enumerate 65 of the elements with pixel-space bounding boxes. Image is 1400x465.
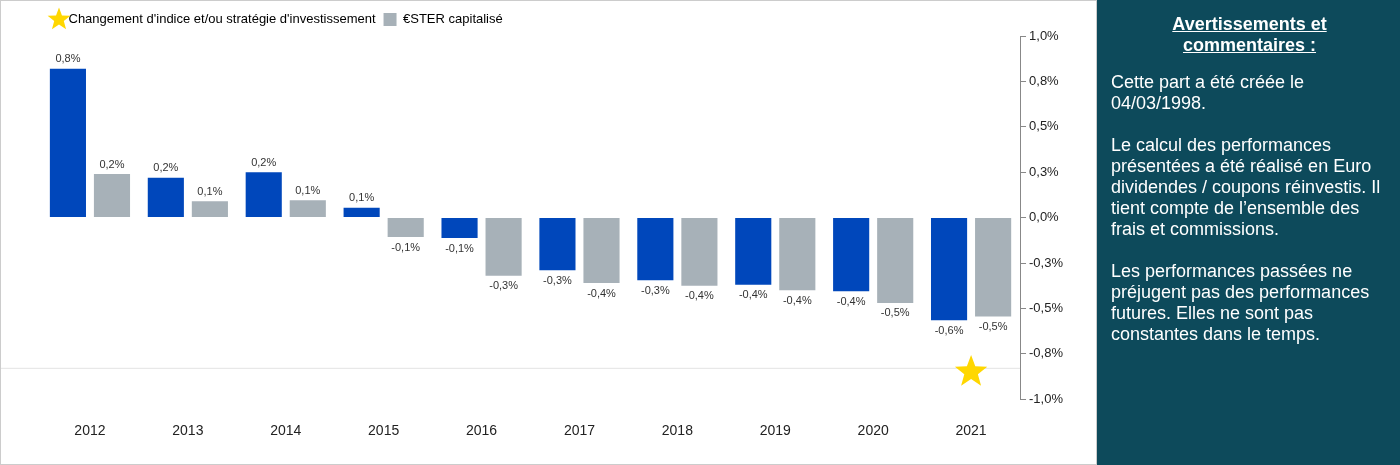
y-tick-label: 0,3% bbox=[1029, 163, 1060, 179]
bar bbox=[441, 218, 478, 239]
y-tick-label: 0,5% bbox=[1029, 118, 1060, 134]
bar bbox=[245, 172, 282, 218]
bar bbox=[975, 218, 1012, 317]
bar bbox=[93, 174, 131, 218]
bar bbox=[343, 207, 380, 218]
x-tick-label: 2018 bbox=[661, 422, 694, 439]
bar bbox=[387, 218, 424, 238]
data-label: 0,2% bbox=[99, 157, 125, 170]
y-tick-label: 1,0% bbox=[1029, 27, 1060, 43]
y-tick-label: -1,0% bbox=[1029, 390, 1064, 406]
data-label: -0,4% bbox=[782, 293, 812, 306]
y-tick-label: 0,0% bbox=[1029, 209, 1060, 225]
legend-label: Changement d'indice et/ou stratégie d'investissement bbox=[68, 11, 376, 27]
x-tick-label: 2013 bbox=[172, 422, 204, 439]
data-label: 0,2% bbox=[153, 161, 179, 174]
x-tick-label: 2017 bbox=[563, 422, 596, 439]
bar bbox=[779, 218, 816, 291]
x-tick-label: 2019 bbox=[759, 422, 792, 439]
data-label: -0,3% bbox=[640, 283, 670, 296]
data-label: -0,4% bbox=[738, 288, 768, 301]
data-label: -0,4% bbox=[587, 286, 617, 299]
x-tick-label: 2014 bbox=[270, 422, 302, 439]
bar bbox=[833, 218, 870, 292]
text: Les performances passées ne préjugent pas des performances futures. Elles ne sont pas constantes dans le temps. bbox=[1111, 261, 1371, 345]
text: Cette part a été créée le 04/03/1998. bbox=[1111, 72, 1306, 114]
data-label: -0,4% bbox=[836, 294, 866, 307]
data-label: 0,8% bbox=[55, 52, 81, 65]
bar bbox=[931, 218, 968, 321]
bar bbox=[147, 177, 184, 218]
data-label: 0,2% bbox=[251, 155, 277, 168]
legend-label: €STER capitalisé bbox=[403, 11, 503, 27]
text: Le calcul des performances présentées a été réalisé en Euro dividendes / coupons réinvestis. Il tient compte de l’ensemble des frais et commissions. bbox=[1111, 135, 1382, 240]
x-tick-label: 2016 bbox=[465, 422, 498, 439]
data-label: -0,3% bbox=[543, 273, 573, 286]
data-label: -0,5% bbox=[978, 320, 1008, 333]
y-tick-label: -0,5% bbox=[1029, 299, 1064, 315]
x-tick-label: 2020 bbox=[857, 422, 889, 439]
data-label: -0,4% bbox=[685, 289, 714, 302]
bar bbox=[877, 218, 914, 303]
text: Avertissements et commentaires : bbox=[1171, 14, 1328, 56]
bar bbox=[735, 218, 772, 285]
data-label: -0,1% bbox=[391, 240, 421, 253]
bar bbox=[485, 218, 522, 276]
data-label: -0,6% bbox=[934, 323, 964, 336]
bar bbox=[49, 68, 86, 218]
x-tick-label: 2012 bbox=[74, 422, 106, 439]
bar bbox=[583, 218, 620, 283]
bar bbox=[637, 218, 674, 281]
data-label: 0,1% bbox=[295, 183, 321, 196]
x-tick-label: 2015 bbox=[368, 422, 400, 439]
y-tick-label: -0,3% bbox=[1029, 254, 1064, 270]
x-tick-label: 2021 bbox=[955, 422, 987, 439]
data-label: -0,1% bbox=[445, 241, 475, 254]
bar bbox=[289, 200, 326, 218]
data-label: -0,5% bbox=[880, 306, 910, 319]
data-label: -0,3% bbox=[489, 279, 519, 292]
data-label: 0,1% bbox=[349, 191, 375, 204]
data-label: 0,1% bbox=[197, 184, 223, 197]
bar bbox=[539, 218, 576, 271]
y-tick-label: 0,8% bbox=[1029, 72, 1060, 88]
y-tick-label: -0,8% bbox=[1029, 345, 1064, 361]
bar bbox=[681, 218, 718, 286]
bar bbox=[191, 201, 228, 218]
